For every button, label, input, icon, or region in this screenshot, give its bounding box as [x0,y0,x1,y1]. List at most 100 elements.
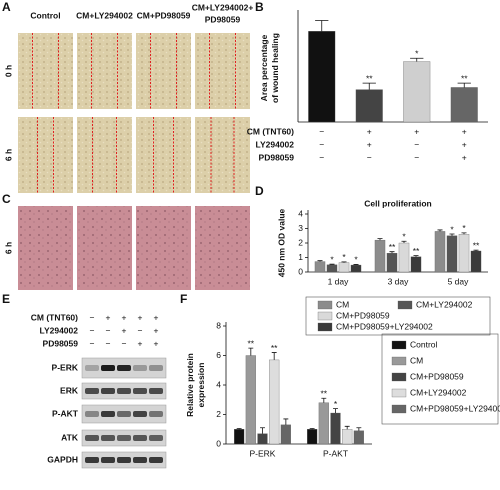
bar [386,252,398,273]
error-bar [353,264,359,266]
treatment-sign: − [90,312,95,322]
error-bar [309,428,315,430]
treatment-sign: + [154,338,159,348]
band [85,411,99,417]
band [101,365,115,371]
significance: * [402,232,406,242]
legend-label: Control [410,339,438,349]
micrograph [18,33,73,109]
y-axis-label: Area percentage [259,34,269,101]
column-header: Control [30,10,60,20]
panel-label: F [180,292,187,306]
condition-sign: + [462,126,467,136]
treatment-sign: − [122,338,127,348]
error-bar [329,263,335,265]
x-tick-label: 3 day [388,276,410,286]
row-label: 6 h [3,149,13,161]
error-bar [410,57,424,62]
band [133,365,147,371]
panel-label: C [2,192,11,206]
band [149,388,163,394]
y-tick-label: 1 [298,252,303,262]
micrograph [136,33,191,109]
treatment-sign: − [138,325,143,335]
bar [398,242,410,273]
error-bar [283,418,289,425]
error-bar [377,238,383,241]
treatment-label: PD98059 [43,338,79,348]
error-bar [457,82,471,88]
y-tick-label: 2 [298,237,303,247]
error-bar [413,255,419,257]
legend-label: CM+LY294002 [416,299,473,309]
micrograph [195,117,250,193]
significance: ** [413,246,420,256]
condition-sign: − [414,139,419,149]
y-tick-label: 8 [216,320,221,330]
significance: * [342,252,346,262]
x-tick-label: P-AKT [323,448,348,458]
bar [374,239,386,273]
condition-sign: − [319,126,324,136]
legend-swatch [391,388,407,398]
significance: ** [321,389,328,399]
bar [350,264,362,273]
band-label: P-ERK [52,362,79,372]
condition-sign: + [462,139,467,149]
legend-box [381,333,499,425]
bar [308,31,336,123]
treatment-sign: + [154,312,159,322]
error-bar [321,397,327,403]
row-label: 0 h [3,65,13,77]
x-tick-label: P-ERK [250,448,276,458]
error-bar [236,428,242,430]
micrograph [136,117,191,193]
band [101,388,115,394]
condition-sign: + [462,152,467,162]
legend-swatch [317,300,333,310]
condition-sign: − [414,152,419,162]
panel-label: E [2,292,10,306]
bar [234,429,245,445]
y-tick-label: 3 [298,223,303,233]
band [101,435,115,441]
treatment-sign: − [90,325,95,335]
panel-label: B [255,0,264,14]
legend-label: CM+PD98059 [410,371,464,381]
treatment-sign: + [122,325,127,335]
error-bar [449,233,455,236]
legend-label: CM [336,299,349,309]
treatment-label: CM (TNT60) [31,312,78,322]
treatment-sign: + [138,312,143,322]
condition-sign: + [367,139,372,149]
error-bar [461,232,467,235]
band [133,411,147,417]
legend-label: CM+PD98059+LY294002 [336,321,433,331]
condition-sign: − [319,139,324,149]
legend-swatch [391,356,407,366]
error-bar [271,352,277,360]
column-header: CM+LY294002+ [192,2,254,12]
treatment-sign: − [106,325,111,335]
y-tick-label: 6 [216,350,221,360]
band [85,365,99,371]
band [133,435,147,441]
error-bar [437,229,443,232]
y-tick-label: 4 [298,208,303,218]
error-bar [260,427,265,434]
bar [314,261,326,273]
legend-swatch [391,372,407,382]
error-bar [401,240,407,243]
band [85,388,99,394]
y-axis-label: of wound healing [270,33,280,103]
y-axis-label: expression [196,363,206,408]
bar [307,429,318,445]
error-bar [356,427,362,431]
legend-swatch [391,340,407,350]
band [149,435,163,441]
error-bar [248,347,254,356]
band [117,435,131,441]
error-bar [341,261,347,263]
significance: ** [461,73,468,83]
